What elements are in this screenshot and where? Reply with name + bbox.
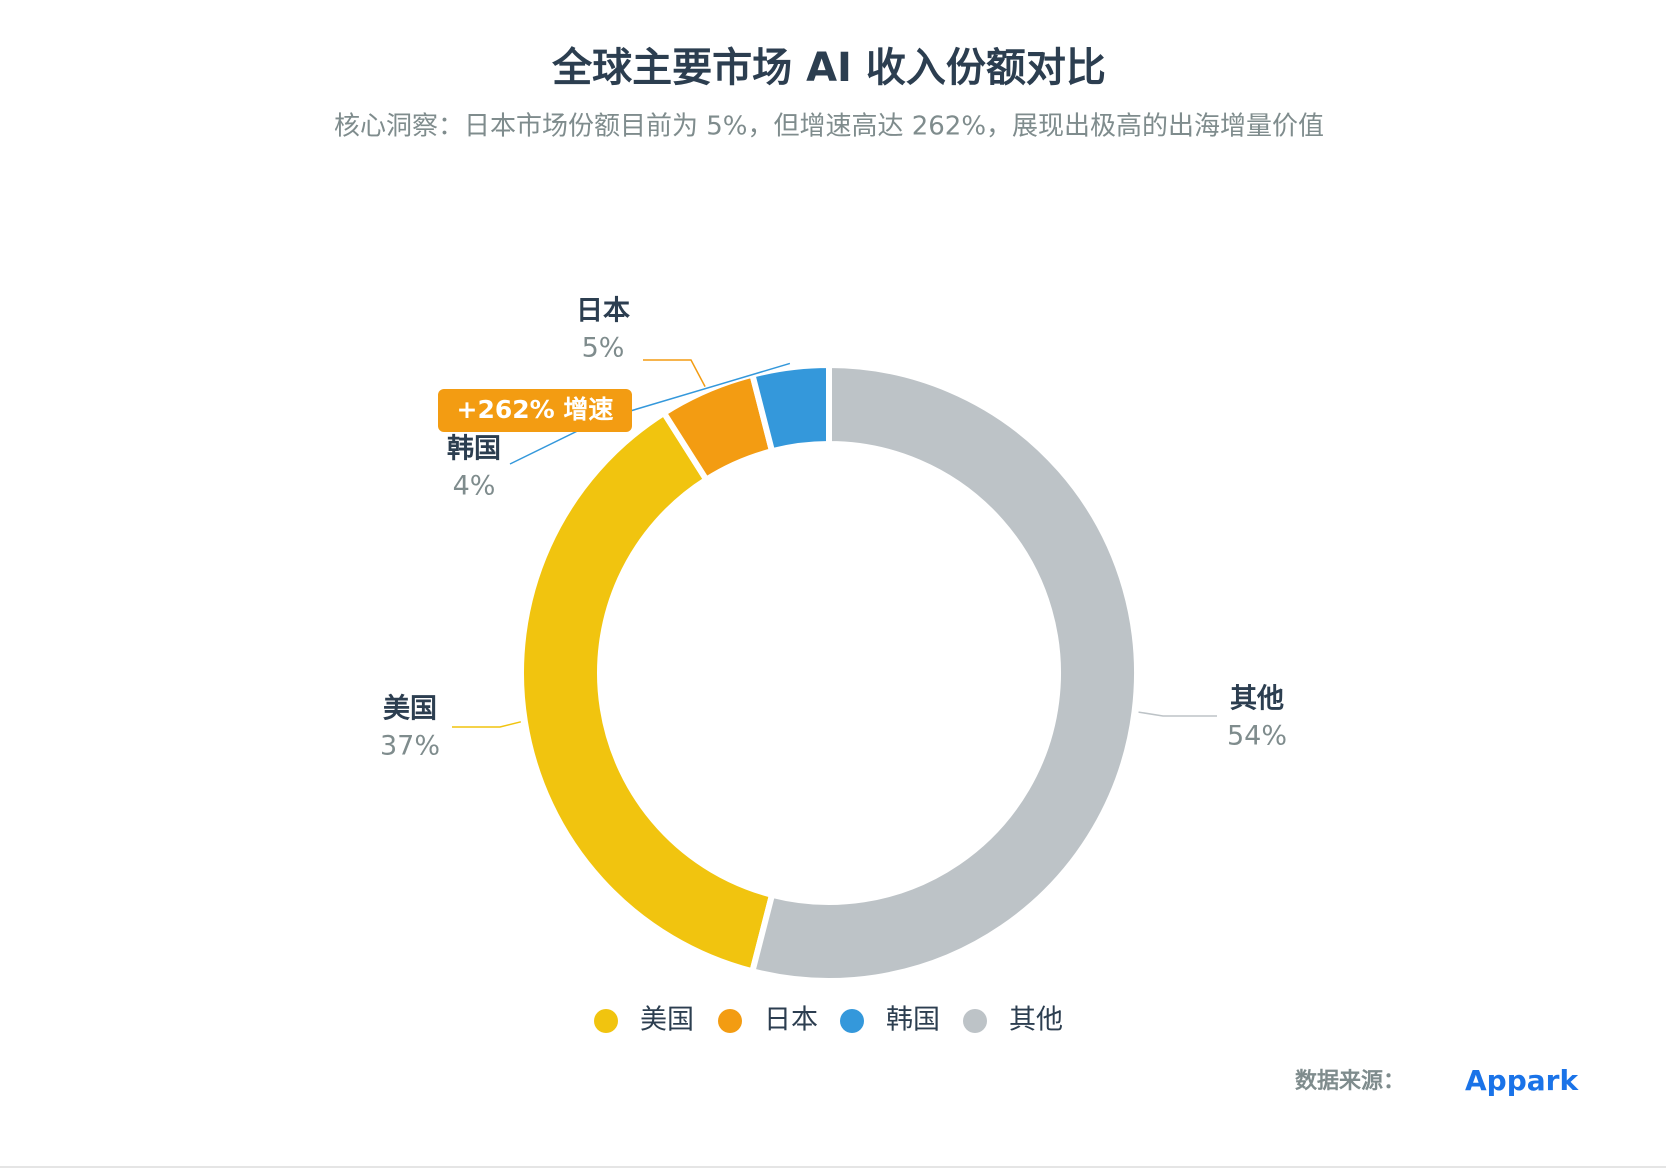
leader-line <box>452 721 522 728</box>
chart-title: 全球主要市场 AI 收入份额对比 <box>551 45 1106 91</box>
legend-marker <box>718 1009 742 1033</box>
chart-subtitle: 核心洞察：日本市场份额目前为 5%，但增速高达 262%，展现出极高的出海增量价… <box>334 112 1324 142</box>
leader-line <box>643 359 706 388</box>
slice-value-label: 4% <box>453 471 496 502</box>
slice-label: 韩国 <box>447 434 501 465</box>
slice-value-label: 54% <box>1227 721 1287 752</box>
slice-value-label: 37% <box>380 731 440 762</box>
annotation-badge <box>438 389 632 432</box>
legend-label: 韩国 <box>886 1005 940 1036</box>
source: Appark <box>1465 1064 1579 1097</box>
leader-line <box>1138 711 1217 717</box>
donut-slice <box>749 362 1140 984</box>
legend-marker <box>594 1009 618 1033</box>
slice-value-label: 5% <box>582 333 625 364</box>
annotation: +262% 增速 <box>457 395 614 424</box>
legend-label: 其他 <box>1009 1005 1063 1036</box>
slice-label: 美国 <box>383 693 437 725</box>
legend-label: 日本 <box>764 1005 818 1036</box>
legend-label: 美国 <box>640 1005 694 1036</box>
legend-marker <box>840 1009 864 1033</box>
donut-slice <box>518 409 776 975</box>
slice-label: 其他 <box>1230 684 1284 715</box>
source-label: 数据来源： <box>1295 1068 1405 1094</box>
legend-marker <box>963 1009 987 1033</box>
slice-label: 日本 <box>576 296 630 327</box>
